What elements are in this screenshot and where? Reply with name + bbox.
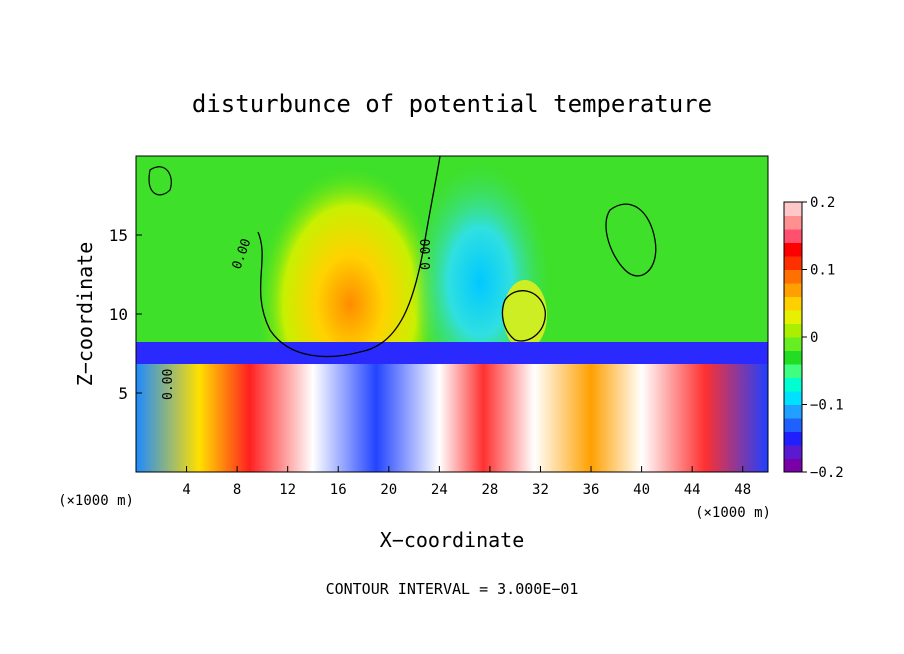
x-tick-label: 28 xyxy=(481,482,498,498)
x-tick-label: 20 xyxy=(380,482,397,498)
x-tick-label: 36 xyxy=(583,482,600,498)
x-tick-label: 24 xyxy=(431,482,448,498)
colorbar-swatch xyxy=(784,242,802,257)
colorbar-swatch xyxy=(784,337,802,351)
x-tick-label: 16 xyxy=(330,482,347,498)
x-axis-label: X−coordinate xyxy=(380,528,525,552)
colorbar-swatch xyxy=(784,431,802,446)
x-unit-right: (×1000 m) xyxy=(695,505,771,521)
y-tick-label: 10 xyxy=(109,305,128,324)
colorbar-swatch xyxy=(784,418,802,432)
colorbar-tick-label: 0 xyxy=(810,330,818,346)
y-axis-label: Z−coordinate xyxy=(73,242,97,387)
colorbar-tick-label: 0.2 xyxy=(810,195,835,211)
x-unit-left: (×1000 m) xyxy=(58,493,134,509)
contour-line xyxy=(605,203,657,277)
colorbar-swatch xyxy=(784,283,802,297)
colorbar-ticks: 0.2 0.1 0 −0.1 −0.2 xyxy=(802,195,844,481)
contour-line xyxy=(501,290,546,342)
contour-line xyxy=(148,166,172,196)
colorbar-tick-label: 0.1 xyxy=(810,263,835,279)
colorbar-swatch xyxy=(784,350,802,365)
colorbar-swatch xyxy=(784,256,802,270)
x-tick-label: 40 xyxy=(633,482,650,498)
colorbar-swatch xyxy=(784,269,802,284)
colorbar-swatch xyxy=(784,458,802,473)
x-tick-label: 44 xyxy=(684,482,701,498)
x-tick-label: 12 xyxy=(279,482,296,498)
colorbar-tick-label: −0.1 xyxy=(810,398,844,414)
colorbar xyxy=(784,202,802,473)
contour-label: 0.00 xyxy=(419,239,434,270)
x-tick-label: 4 xyxy=(182,482,190,498)
contour-label: 0.00 xyxy=(161,369,176,400)
contour-interval-note: CONTOUR INTERVAL = 3.000E−01 xyxy=(326,580,579,598)
contour-zero-line xyxy=(257,156,441,358)
colorbar-swatch xyxy=(784,391,802,405)
colorbar-swatch xyxy=(784,364,802,378)
colorbar-tick-label: −0.2 xyxy=(810,465,844,481)
colorbar-swatch xyxy=(784,202,802,216)
colorbar-swatch xyxy=(784,377,802,392)
x-tick-label: 48 xyxy=(734,482,751,498)
y-axis-ticks: 5 10 15 xyxy=(109,226,142,403)
colorbar-swatch xyxy=(784,310,802,324)
chart-title: disturbunce of potential temperature xyxy=(192,90,712,118)
heatmap-field xyxy=(136,156,768,472)
x-axis-ticks: 4 8 12 16 20 24 28 32 36 40 44 48 xyxy=(182,466,751,498)
colorbar-swatch xyxy=(784,296,802,311)
colorbar-swatch xyxy=(784,323,802,338)
y-tick-label: 5 xyxy=(118,384,128,403)
x-tick-label: 8 xyxy=(233,482,241,498)
y-tick-label: 15 xyxy=(109,226,128,245)
colorbar-swatch xyxy=(784,404,802,419)
colorbar-swatch xyxy=(784,229,802,243)
colorbar-swatch xyxy=(784,215,802,230)
colorbar-swatch xyxy=(784,445,802,459)
x-tick-label: 32 xyxy=(532,482,549,498)
